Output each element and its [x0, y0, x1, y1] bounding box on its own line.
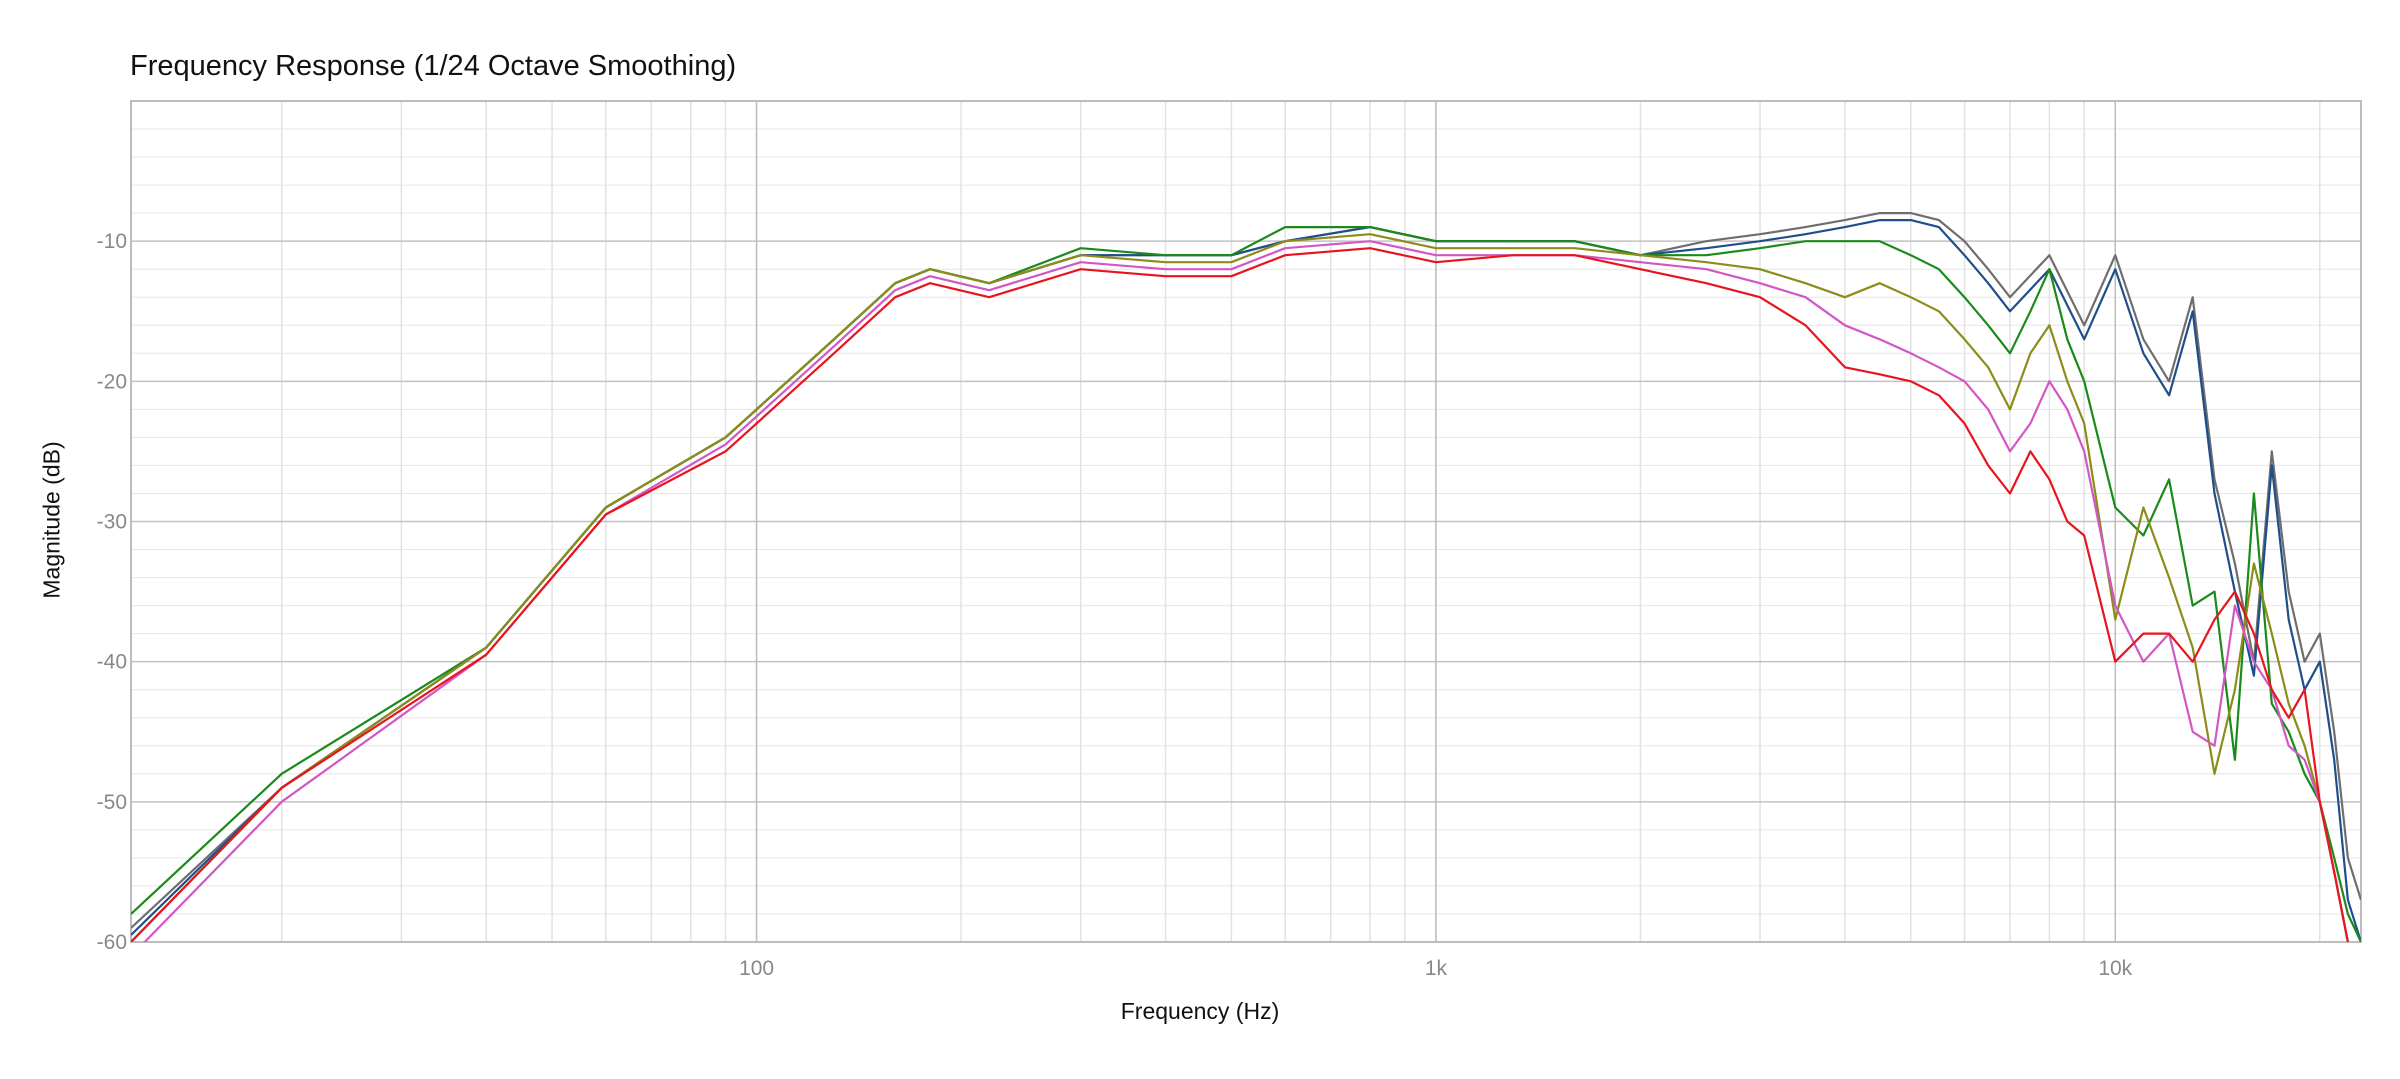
series-line-2 [131, 219, 2361, 942]
y-tick-label: -60 [97, 931, 127, 954]
series-line-5 [143, 240, 2349, 942]
y-tick-label: -30 [97, 511, 127, 534]
x-axis-label: Frequency (Hz) [1120, 998, 1280, 1024]
plot-frame [130, 100, 2362, 943]
y-tick-label: -50 [97, 791, 127, 814]
x-tick-label: 1k [1425, 957, 1448, 980]
y-tick-label: -40 [97, 651, 127, 674]
y-tick-label: -20 [97, 370, 127, 393]
chart-title: Frequency Response (1/24 Octave Smoothin… [130, 50, 736, 83]
title-main: Frequency Response [130, 50, 406, 82]
y-tick-label: -10 [97, 230, 127, 253]
series-line-4 [131, 233, 2349, 942]
x-tick-label: 10k [2098, 957, 2132, 980]
series-line-3 [131, 226, 2361, 942]
series-line-6 [131, 247, 2349, 942]
title-subtitle: (1/24 Octave Smoothing) [413, 50, 737, 82]
x-tick-label: 100 [739, 957, 774, 980]
